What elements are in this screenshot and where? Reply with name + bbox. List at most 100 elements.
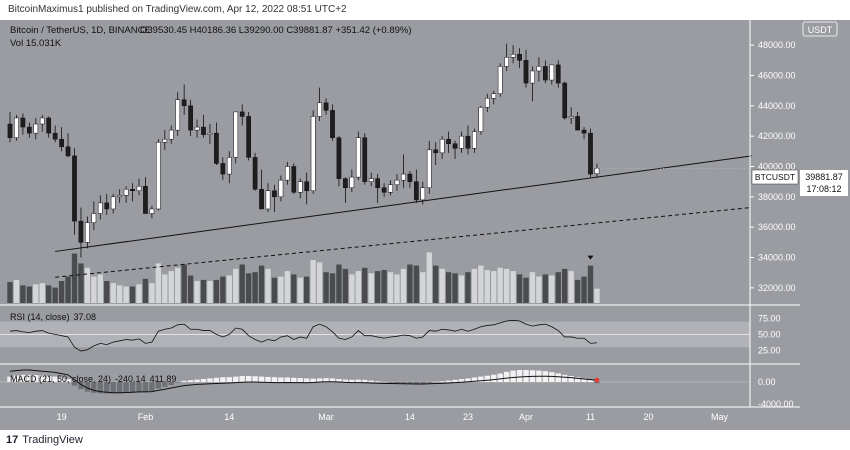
candle-body [143, 185, 148, 214]
volume-bar [542, 274, 549, 303]
candle-body [239, 111, 245, 117]
macd-histogram-bar [20, 374, 26, 382]
candle-body [201, 126, 206, 135]
axes: 48000.00 46000.00 44000.00 42000.00 40000.00… [0, 20, 800, 422]
candle-body [426, 149, 432, 188]
time-tick-label: Mar [318, 412, 334, 422]
candle-body [33, 123, 39, 134]
candle-body [117, 195, 123, 198]
macd-histogram-bar [323, 378, 329, 382]
candle-body [414, 181, 419, 201]
macd-histogram-bar [271, 377, 278, 382]
price-tick-label: 42000.00 [758, 131, 796, 141]
price-tag-countdown: 17:08:12 [806, 184, 841, 194]
macd-histogram-bar [52, 376, 58, 382]
macd-histogram-bar [26, 374, 33, 382]
volume-bar [342, 268, 349, 303]
currency-badge[interactable] [802, 21, 838, 37]
volume-bar [175, 267, 181, 303]
volume-bar [58, 281, 65, 303]
rsi-tick-label: 50.00 [758, 329, 781, 339]
volume-bar [39, 283, 45, 303]
price-tick-label: 38000.00 [758, 192, 796, 202]
tradingview-logo[interactable]: 17 [6, 434, 19, 446]
volume-bar [33, 284, 39, 303]
macd-histogram-bar [284, 377, 291, 382]
volume-bar [413, 265, 420, 303]
volume-bar [97, 274, 103, 303]
macd-histogram-bar [310, 378, 316, 382]
macd-histogram-bar [342, 379, 349, 382]
macd-histogram-bar [187, 380, 194, 382]
candle-body [562, 82, 568, 119]
macd-histogram-bar [265, 376, 271, 382]
candle-body [549, 64, 555, 81]
candle-body [181, 99, 187, 107]
currency-badge-label: USDT [808, 25, 833, 35]
candle-body [336, 137, 342, 179]
candle-body [594, 168, 600, 174]
event-marker-icon [587, 255, 594, 260]
macd-histogram-bar [110, 382, 116, 394]
candle-body [555, 64, 561, 84]
legend-ohlc: O39530.45 H40186.36 L39290.00 C39881.87 … [140, 25, 412, 36]
rsi-label: RSI (14, close) 37.08 [10, 312, 96, 322]
candle-body [168, 129, 174, 140]
macd-histogram-bar [252, 376, 258, 382]
macd-histogram-bar [445, 380, 452, 382]
volume-bar [574, 279, 581, 303]
dashed-trendline [55, 206, 752, 278]
volume-bar [355, 271, 361, 303]
macd-histogram-bar [226, 377, 232, 382]
volume-bar [491, 271, 497, 303]
volume-bar [465, 272, 471, 303]
volume-bar [555, 272, 561, 303]
candle-body [226, 157, 232, 175]
price-tag [800, 170, 848, 196]
candle-body [575, 116, 580, 131]
candle-body [484, 98, 490, 108]
chart-background [0, 20, 850, 430]
rsi-label-text: RSI (14, close) [10, 312, 70, 322]
candle-body [375, 178, 380, 188]
macd-histogram-bar [71, 382, 78, 386]
volume-bar [46, 285, 52, 303]
candle-body [175, 99, 181, 131]
tradingview-brand[interactable]: TradingView [22, 434, 83, 446]
candle-body [465, 135, 471, 149]
macd-value-2: 411.89 [150, 374, 177, 384]
publish-header-text: BitcoinMaximus1 published on TradingView… [8, 4, 347, 15]
candle-body [304, 181, 310, 192]
candle-body [265, 190, 271, 210]
macd-histogram-bar [458, 379, 465, 382]
macd-line [9, 369, 597, 394]
volume-bar [129, 286, 136, 303]
candle-body [272, 190, 277, 198]
macd-histogram-bar [368, 380, 374, 382]
volume-bar [471, 268, 478, 303]
candle-body [156, 141, 161, 210]
candle-body [343, 178, 348, 188]
macd-histogram-bar [149, 382, 155, 391]
candle-body [317, 102, 322, 117]
candle-body [478, 107, 484, 132]
volume-bar [71, 253, 78, 303]
candle-body [136, 185, 142, 192]
price-tick-label: 46000.00 [758, 71, 796, 81]
volume-bar [65, 276, 71, 303]
price-tag-symbol-label: BTCUSDT [755, 172, 795, 182]
macd-histogram-bar [162, 382, 168, 387]
volume-bar [26, 286, 33, 303]
macd-histogram-bar [245, 376, 252, 382]
volume-bar [181, 264, 187, 303]
rsi-tick-label: 25.00 [758, 345, 781, 355]
chart-canvas[interactable]: 48000.00 46000.00 44000.00 42000.00 40000.00… [0, 20, 850, 430]
volume-bar [458, 275, 465, 303]
candle-body [20, 117, 26, 128]
volume-bar [407, 264, 413, 303]
candle-body [259, 189, 264, 210]
candle-body [439, 138, 445, 154]
candle-body [123, 189, 129, 196]
macd-histogram-bar [587, 379, 594, 382]
macd-histogram-bar [374, 381, 381, 382]
